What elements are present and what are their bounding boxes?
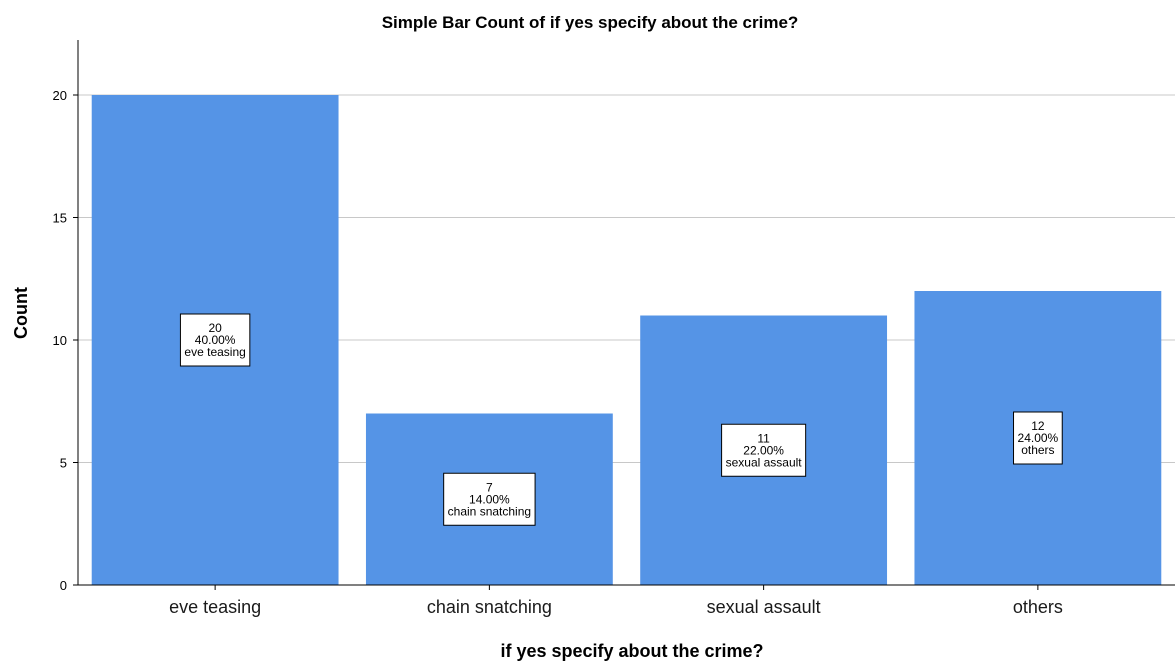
- y-ticks: 0 5 10 15 20: [53, 88, 78, 593]
- y-tick-label: 0: [60, 578, 67, 593]
- x-tick-label: eve teasing: [169, 597, 261, 617]
- y-tick-label: 5: [60, 456, 67, 471]
- data-label-percent: 40.00%: [195, 333, 236, 347]
- y-tick-label: 15: [53, 211, 67, 226]
- data-label-percent: 22.00%: [743, 443, 784, 457]
- x-ticks: eve teasing chain snatching sexual assault…: [169, 585, 1063, 617]
- data-label-count: 11: [757, 431, 770, 445]
- y-axis-title: Count: [11, 287, 31, 339]
- data-label-box: [443, 472, 536, 526]
- data-label-count: 12: [1031, 419, 1045, 433]
- x-axis-title: if yes specify about the crime?: [500, 641, 763, 661]
- data-label-category: chain snatching: [448, 504, 531, 518]
- data-label: 714.00%chain snatching: [443, 472, 536, 526]
- data-label-count: 20: [208, 321, 222, 335]
- x-tick-label: others: [1013, 597, 1063, 617]
- data-label-box: [179, 313, 251, 367]
- data-label-box: [1013, 411, 1063, 465]
- data-label-percent: 14.00%: [469, 492, 510, 506]
- data-label-category: others: [1021, 443, 1054, 457]
- y-tick-label: 20: [53, 88, 67, 103]
- data-label-box: [721, 423, 807, 477]
- chart-title: Simple Bar Count of if yes specify about…: [382, 13, 799, 32]
- data-label-percent: 24.00%: [1018, 431, 1059, 445]
- y-tick-label: 10: [53, 333, 67, 348]
- data-label-count: 7: [486, 480, 493, 494]
- x-tick-label: sexual assault: [707, 597, 821, 617]
- data-label-category: sexual assault: [726, 455, 803, 469]
- x-tick-label: chain snatching: [427, 597, 552, 617]
- data-label-category: eve teasing: [184, 345, 245, 359]
